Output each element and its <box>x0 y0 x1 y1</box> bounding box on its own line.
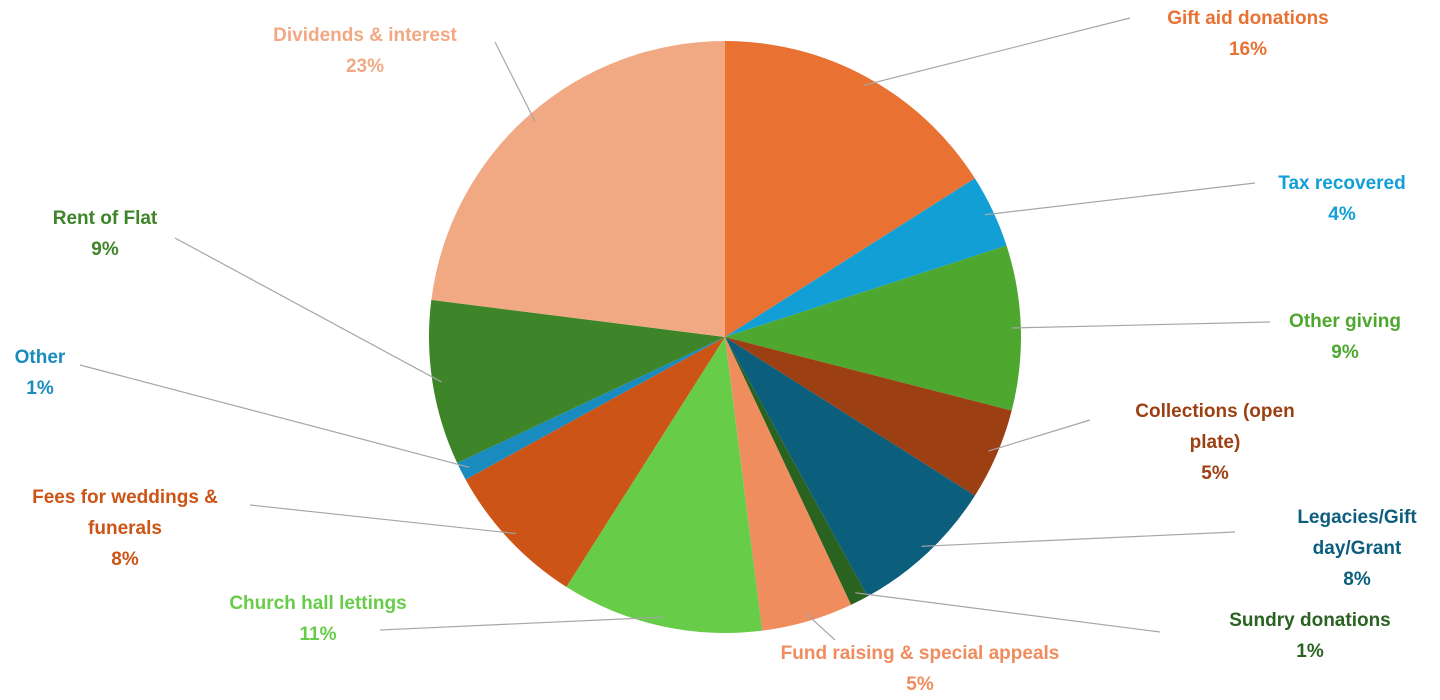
category-label: Other giving <box>1289 311 1401 332</box>
value-label: 8% <box>1343 569 1371 590</box>
pie-slice <box>457 337 725 480</box>
category-label: Dividends & interest <box>273 25 457 46</box>
pie-slice <box>725 337 975 597</box>
data-label: Fund raising & special appeals 5% <box>710 638 1130 700</box>
value-label: 4% <box>1328 204 1356 225</box>
category-label: Other <box>14 347 66 368</box>
leader-line <box>174 237 442 383</box>
pie-slice <box>725 337 1012 496</box>
pie-slice <box>725 337 852 631</box>
data-label: Other 1% <box>0 342 90 404</box>
value-label: 1% <box>1296 641 1324 662</box>
pie-slice <box>431 41 725 337</box>
pie-slice <box>725 178 1007 337</box>
data-label: Rent of Flat 9% <box>5 203 205 265</box>
leader-line <box>984 182 1256 216</box>
value-label: 11% <box>299 624 337 645</box>
pie-slice <box>725 337 868 605</box>
data-label: Tax recovered 4% <box>1242 168 1440 230</box>
data-label: Sundry donations 1% <box>1190 605 1430 667</box>
data-label: Church hall lettings 11% <box>168 588 468 650</box>
data-label: Legacies/Gift day/Grant 8% <box>1272 502 1440 595</box>
pie-slice <box>725 245 1021 411</box>
leader-line <box>921 531 1236 547</box>
pie-slice <box>465 337 725 587</box>
category-label: Collections (open plate) <box>1135 401 1295 453</box>
value-label: 16% <box>1228 39 1268 60</box>
data-label: Fees for weddings & funerals 8% <box>0 482 255 575</box>
leader-line <box>79 364 470 468</box>
data-label: Dividends & interest 23% <box>235 20 495 82</box>
leader-line <box>855 592 1161 633</box>
leader-line <box>804 612 836 641</box>
category-label: Church hall lettings <box>229 593 407 614</box>
value-label: 23% <box>345 56 385 77</box>
value-label: 9% <box>91 239 119 260</box>
data-label: Other giving 9% <box>1245 306 1440 368</box>
value-label: 8% <box>111 549 139 570</box>
data-label: Collections (open plate) 5% <box>1115 396 1315 489</box>
value-label: 5% <box>906 674 934 695</box>
category-label: Legacies/Gift day/Grant <box>1297 507 1417 559</box>
value-label: 5% <box>1201 463 1229 484</box>
category-label: Gift aid donations <box>1167 8 1329 29</box>
category-label: Tax recovered <box>1278 173 1406 194</box>
leader-line <box>988 419 1091 452</box>
pie-slice <box>725 41 975 337</box>
leader-line <box>1011 321 1271 329</box>
pie-slice <box>429 299 725 464</box>
category-label: Fees for weddings & funerals <box>32 487 218 539</box>
data-label: Gift aid donations 16% <box>1118 3 1378 65</box>
leader-line <box>249 504 516 535</box>
category-label: Fund raising & special appeals <box>780 643 1060 664</box>
leader-line <box>494 41 536 122</box>
leader-line <box>379 616 663 631</box>
category-label: Sundry donations <box>1229 610 1391 631</box>
pie-slice <box>566 337 763 633</box>
value-label: 1% <box>26 378 54 399</box>
category-label: Rent of Flat <box>52 208 158 229</box>
value-label: 9% <box>1331 342 1359 363</box>
leader-line <box>863 17 1131 86</box>
